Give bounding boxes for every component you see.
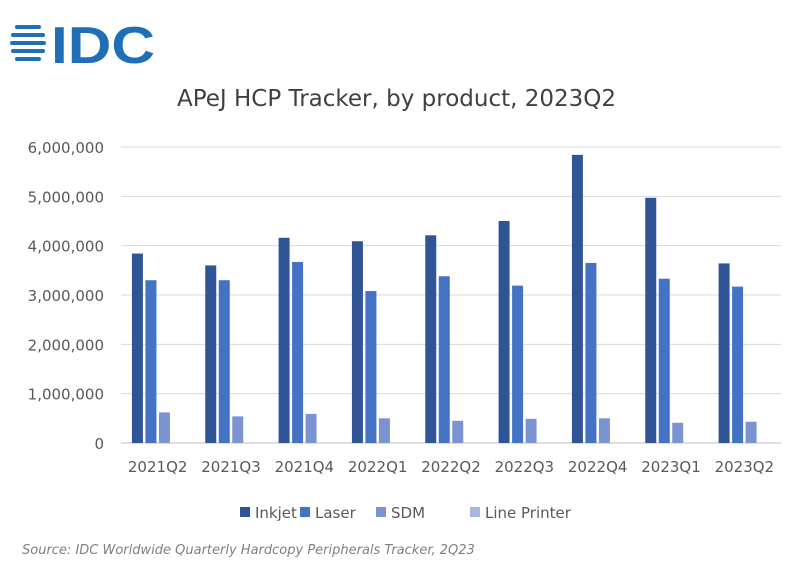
bar-inkjet	[278, 237, 290, 443]
bar-inkjet	[351, 241, 363, 443]
chart-title: APeJ HCP Tracker, by product, 2023Q2	[176, 86, 617, 112]
bar-sdm	[672, 422, 684, 443]
legend-swatch	[376, 507, 386, 517]
bar-laser	[365, 291, 377, 443]
bar-laser	[512, 285, 524, 443]
y-tick-label: 4,000,000	[28, 238, 104, 256]
x-tick-label: 2022Q1	[348, 458, 408, 476]
bar-laser	[658, 278, 670, 443]
legend-label: Inkjet	[255, 504, 297, 522]
x-tick-label: 2021Q2	[128, 458, 188, 476]
bar-sdm	[745, 421, 757, 443]
x-tick-label: 2022Q2	[421, 458, 481, 476]
legend-swatch	[300, 507, 310, 517]
x-tick-label: 2023Q1	[641, 458, 701, 476]
y-tick-label: 5,000,000	[28, 188, 104, 206]
bar-inkjet	[205, 265, 217, 443]
bar-chart: 0 1,000,000 2,000,000 3,000,000 4,000,000 5,0…	[28, 139, 781, 522]
bar-sdm	[305, 413, 317, 443]
bar-laser	[145, 280, 157, 443]
x-tick-label: 2022Q4	[568, 458, 628, 476]
bar-inkjet	[425, 235, 437, 443]
y-tick-label: 3,000,000	[28, 287, 104, 305]
bar-laser	[438, 276, 450, 443]
legend-label: Laser	[315, 504, 357, 522]
legend-swatch	[470, 507, 480, 517]
bar-sdm	[452, 420, 464, 443]
bar-laser	[585, 262, 597, 443]
bar-sdm	[378, 418, 390, 443]
y-tick-label: 1,000,000	[28, 386, 104, 404]
bar-inkjet	[571, 154, 583, 444]
bar-inkjet	[498, 221, 510, 443]
bar-laser	[218, 280, 230, 443]
bar-sdm	[232, 416, 244, 443]
bar-laser	[292, 261, 304, 443]
y-tick-label: 6,000,000	[28, 139, 104, 157]
x-tick-label: 2023Q2	[715, 458, 775, 476]
x-tick-label: 2021Q4	[275, 458, 335, 476]
bar-sdm	[525, 418, 537, 443]
idc-logo: IDC	[10, 18, 155, 68]
bar-inkjet	[645, 197, 657, 443]
y-tick-label: 2,000,000	[28, 336, 104, 354]
bar-sdm	[158, 412, 170, 443]
source-note: Source: IDC Worldwide Quarterly Hardcopy…	[22, 543, 475, 558]
y-tick-label: 0	[94, 435, 104, 453]
legend-label: SDM	[391, 504, 425, 522]
legend-swatch	[240, 507, 250, 517]
bar-inkjet	[131, 253, 143, 443]
bar-laser	[732, 286, 744, 443]
bar-sdm	[598, 418, 610, 443]
x-tick-label: 2021Q3	[201, 458, 261, 476]
x-tick-label: 2022Q3	[495, 458, 555, 476]
svg-text:IDC: IDC	[51, 18, 155, 68]
bar-inkjet	[718, 263, 730, 443]
legend-label: Line Printer	[485, 504, 572, 522]
